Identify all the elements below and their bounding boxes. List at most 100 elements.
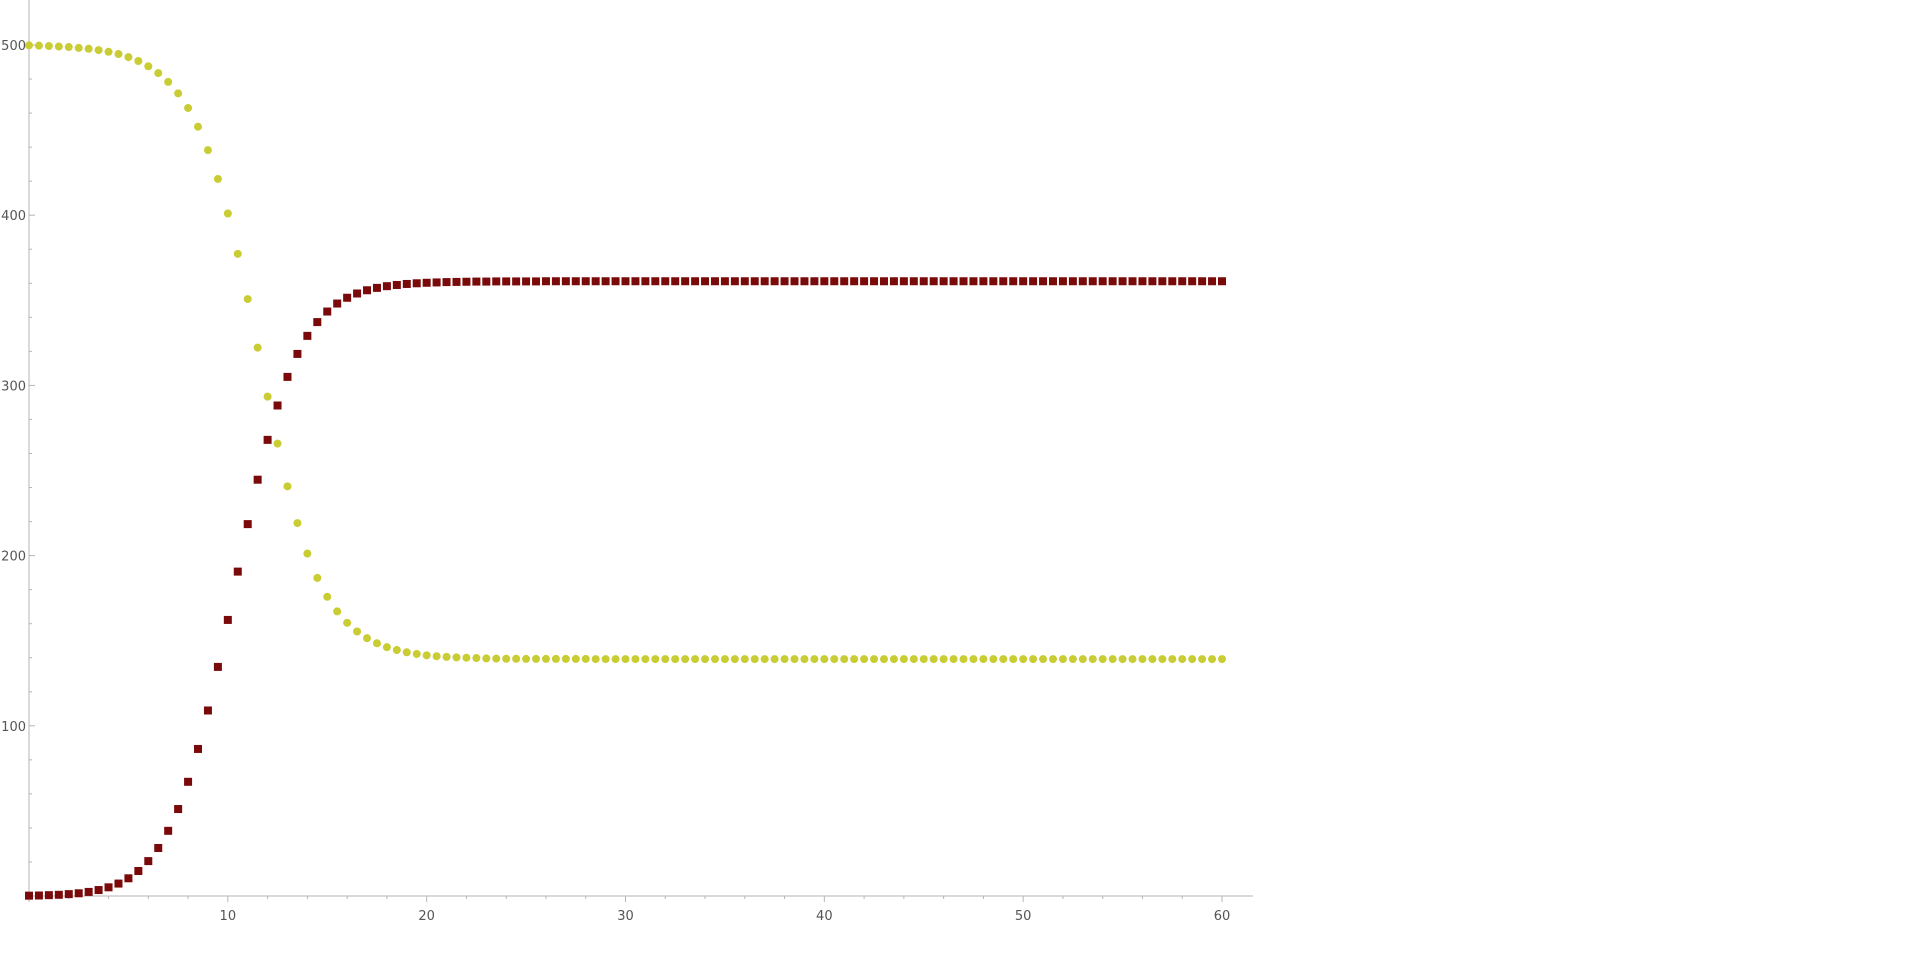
circle-point	[691, 655, 700, 664]
circle-point	[820, 655, 829, 664]
square-point	[422, 278, 431, 287]
square-point	[889, 277, 898, 286]
square-point	[492, 277, 501, 286]
circle-point	[203, 146, 212, 155]
circle-point	[919, 655, 928, 664]
square-point	[820, 277, 829, 286]
circle-point	[591, 655, 600, 664]
square-point	[34, 891, 43, 900]
circle-point	[631, 655, 640, 664]
circle-point	[243, 295, 252, 304]
circle-point	[800, 655, 809, 664]
square-point	[561, 277, 570, 286]
square-point	[969, 277, 978, 286]
square-point	[621, 277, 630, 286]
circle-point	[1128, 655, 1137, 664]
circle-point	[810, 655, 819, 664]
circle-point	[1068, 655, 1077, 664]
x-tick-label: 60	[1214, 909, 1231, 924]
square-point	[532, 277, 541, 286]
square-point	[343, 293, 352, 302]
y-tick-labels: 100 200 300 400 500	[1, 39, 26, 735]
square-point	[263, 435, 272, 444]
circle-point	[1198, 655, 1207, 664]
circle-point	[263, 392, 272, 401]
square-point	[740, 277, 749, 286]
square-point	[1118, 277, 1127, 286]
square-point	[780, 277, 789, 286]
square-point	[919, 277, 928, 286]
square-point	[502, 277, 511, 286]
square-point	[184, 777, 193, 786]
square-point	[1218, 277, 1226, 286]
square-point	[939, 277, 948, 286]
square-point	[1029, 277, 1038, 286]
circle-point	[790, 655, 799, 664]
square-point	[223, 615, 232, 624]
square-point	[283, 372, 292, 381]
square-point	[1128, 277, 1137, 286]
square-point	[671, 277, 680, 286]
square-point	[1009, 277, 1018, 286]
square-point	[84, 887, 93, 896]
circle-point	[830, 655, 839, 664]
square-point	[581, 277, 590, 286]
square-point	[273, 401, 282, 410]
circle-point	[74, 43, 83, 52]
square-point	[860, 277, 869, 286]
ticks	[28, 44, 1223, 902]
circle-point	[323, 592, 332, 601]
square-point	[701, 277, 710, 286]
circle-point	[343, 618, 352, 627]
circle-point	[701, 655, 710, 664]
square-point	[959, 277, 968, 286]
square-point	[482, 277, 491, 286]
circle-point	[114, 50, 123, 59]
circle-point	[283, 482, 292, 491]
circle-point	[54, 42, 63, 51]
square-point	[512, 277, 521, 286]
square-point	[1178, 277, 1187, 286]
square-point	[462, 277, 471, 286]
circle-point	[671, 655, 680, 664]
square-point	[25, 891, 33, 900]
circle-point	[64, 43, 73, 52]
circle-point	[909, 655, 918, 664]
circle-point	[1118, 655, 1127, 664]
circle-point	[999, 655, 1008, 664]
series-2	[25, 277, 1226, 900]
square-point	[114, 879, 123, 888]
square-point	[999, 277, 1008, 286]
circle-point	[194, 122, 203, 131]
square-point	[303, 331, 312, 340]
square-point	[1188, 277, 1197, 286]
circle-point	[273, 439, 282, 448]
square-point	[412, 279, 421, 288]
square-point	[372, 283, 381, 292]
circle-point	[1178, 655, 1187, 664]
square-point	[253, 475, 262, 484]
square-point	[1078, 277, 1087, 286]
circle-point	[462, 653, 471, 662]
square-point	[879, 277, 888, 286]
circle-point	[84, 44, 93, 53]
square-point	[1168, 277, 1177, 286]
circle-point	[492, 654, 501, 663]
circle-point	[730, 655, 739, 664]
square-point	[601, 277, 610, 286]
circle-point	[253, 343, 262, 352]
series-layer	[25, 41, 1226, 900]
square-point	[870, 277, 879, 286]
circle-point	[333, 607, 342, 616]
square-point	[323, 307, 332, 316]
circle-point	[1208, 655, 1217, 664]
square-point	[641, 277, 650, 286]
circle-point	[641, 655, 650, 664]
circle-point	[482, 654, 491, 663]
circle-point	[213, 174, 222, 183]
circle-point	[442, 652, 451, 661]
square-point	[651, 277, 660, 286]
circle-point	[760, 655, 769, 664]
square-point	[442, 278, 451, 287]
square-point	[989, 277, 998, 286]
